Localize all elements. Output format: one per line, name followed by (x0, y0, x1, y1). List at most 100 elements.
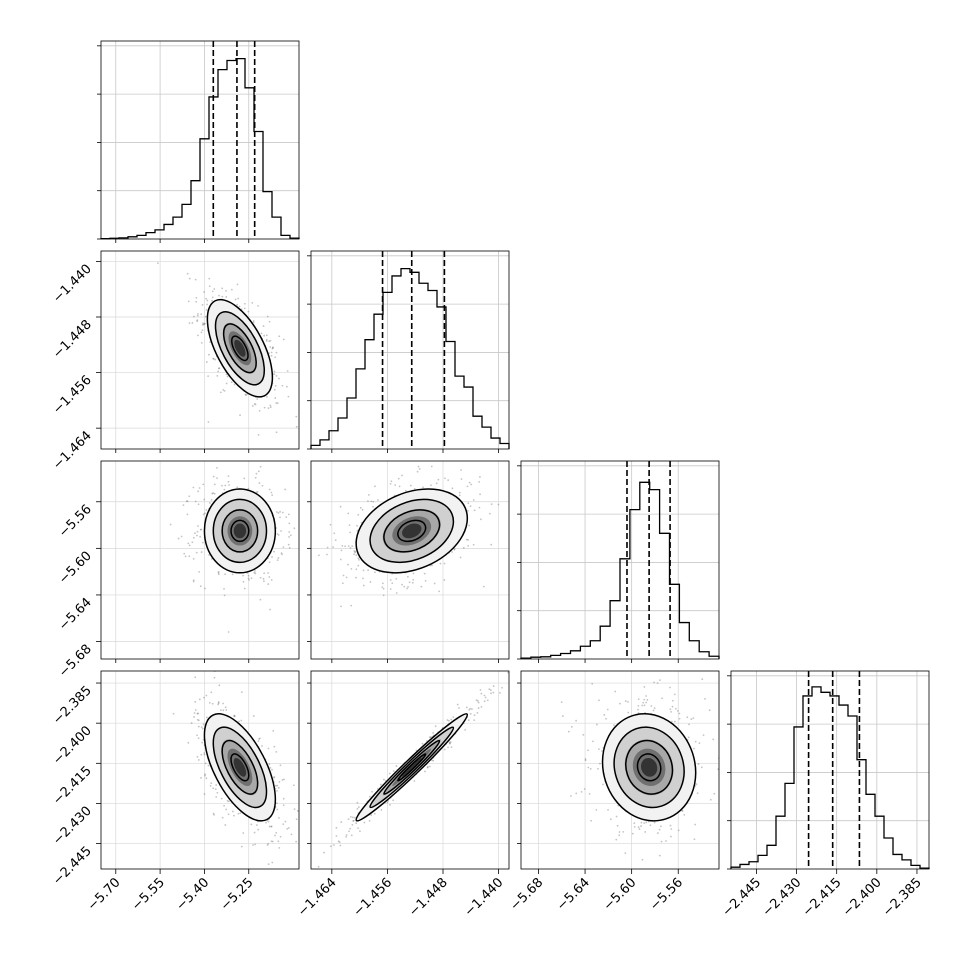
sample-point (362, 569, 365, 572)
contour-line-1 (214, 311, 266, 386)
sample-point (430, 465, 433, 468)
sample-point (184, 555, 187, 558)
y-tick-label-1-2: −1.448 (50, 317, 95, 362)
contour-line-3 (230, 753, 250, 782)
sample-point (643, 686, 646, 688)
sample-point (669, 686, 671, 689)
sample-point (374, 571, 376, 574)
sample-point (280, 552, 283, 555)
sample-point (274, 356, 277, 359)
sample-point (211, 290, 214, 293)
x-tick-label-1-3: −1.440 (462, 875, 507, 920)
sample-point (472, 543, 475, 546)
sample-point (641, 858, 644, 861)
sample-point (720, 799, 722, 801)
sample-point (273, 550, 275, 553)
sample-point (347, 512, 350, 515)
sample-point (368, 494, 370, 496)
sample-point (274, 834, 276, 837)
sample-point (212, 357, 215, 360)
sample-point (281, 553, 283, 556)
hist-step-1 (310, 268, 510, 449)
sample-point (317, 865, 320, 868)
sample-point (380, 808, 383, 811)
density-level-4 (402, 523, 422, 539)
sample-point (299, 608, 301, 610)
sample-point (449, 457, 451, 459)
sample-point (205, 297, 208, 300)
sample-point (233, 383, 236, 386)
hist-step-0 (100, 58, 300, 240)
sample-point (394, 484, 397, 486)
sample-point (389, 803, 391, 806)
sample-point (240, 719, 243, 722)
sample-point (210, 691, 213, 694)
sample-point (257, 305, 259, 307)
sample-point (236, 283, 239, 286)
sample-point (198, 698, 201, 701)
sample-point (669, 824, 672, 827)
x-tick-label-3-3: −2.400 (840, 875, 885, 920)
sample-point (276, 808, 279, 811)
sample-point (424, 579, 427, 582)
sample-point (353, 553, 355, 556)
sample-point (618, 702, 621, 705)
sample-point (591, 682, 594, 685)
sample-point (253, 571, 256, 574)
sample-point (295, 415, 298, 418)
sample-point (245, 394, 247, 397)
sample-point (207, 375, 210, 378)
sample-point (213, 813, 215, 816)
sample-point (687, 736, 690, 739)
sample-point (412, 572, 415, 575)
sample-point (196, 734, 198, 737)
sample-point (431, 564, 433, 567)
sample-point (372, 505, 374, 508)
sample-point (257, 828, 260, 831)
sample-point (225, 808, 228, 811)
sample-point (488, 512, 491, 515)
sample-point (278, 335, 281, 338)
sample-point (191, 322, 194, 324)
sample-point (256, 398, 259, 400)
hist-bg-1 (311, 251, 509, 449)
y-tick-label-3-3: −2.400 (50, 723, 95, 768)
sample-point (224, 573, 227, 576)
sample-point (261, 745, 263, 747)
sample-point (265, 340, 268, 342)
y-tick-label-2-1: −5.64 (56, 595, 95, 634)
sample-point (285, 385, 288, 388)
sample-point (479, 689, 482, 691)
sample-point (169, 523, 172, 526)
sample-point (468, 709, 471, 711)
sample-point (202, 513, 205, 516)
sample-point (183, 552, 186, 555)
sample-point (274, 784, 277, 787)
sample-point (477, 707, 480, 709)
sample-point (276, 784, 279, 787)
sample-point (193, 716, 196, 718)
sample-point (560, 701, 563, 704)
sample-point (480, 705, 483, 708)
sample-point (418, 468, 421, 470)
sample-point (254, 843, 257, 846)
sample-point (197, 312, 199, 315)
sample-point (255, 824, 258, 826)
x-tick-label-2-0: −5.68 (508, 875, 547, 914)
sample-point (479, 476, 481, 478)
sample-point (222, 709, 225, 712)
sample-point (262, 325, 265, 327)
sample-point (296, 810, 299, 812)
sample-point (275, 351, 278, 354)
sample-point (177, 537, 180, 540)
sample-point (216, 477, 218, 480)
sample-point (443, 748, 446, 751)
sample-point (465, 538, 468, 541)
sample-point (223, 804, 225, 807)
sample-point (660, 825, 662, 828)
pair-inner-1 (169, 465, 296, 633)
sample-point (217, 572, 220, 574)
sample-point (355, 554, 358, 557)
sample-point (257, 433, 260, 436)
sample-point (188, 277, 191, 280)
